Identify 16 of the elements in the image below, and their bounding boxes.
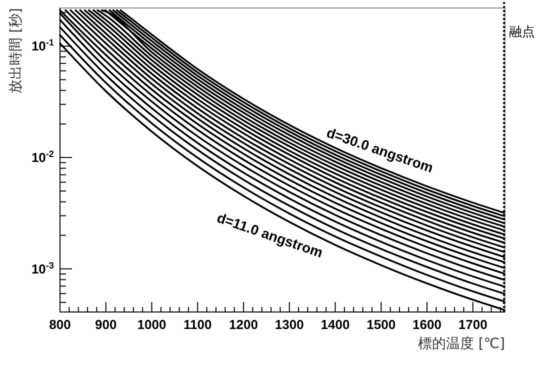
x-axis-title: 標的温度 [℃] <box>418 336 505 352</box>
x-tick-label: 1200 <box>229 317 258 332</box>
x-tick-label: 1100 <box>184 317 212 332</box>
x-tick-label: 1400 <box>320 317 350 332</box>
x-tick-label: 1300 <box>274 317 304 332</box>
x-tick-label: 900 <box>95 317 117 332</box>
y-axis-title: 放出時間 [秒] <box>8 8 24 94</box>
x-tick-label: 1600 <box>412 317 442 332</box>
y-tick-label: 10$^{-1}$ <box>31 38 54 54</box>
x-tick-label: 800 <box>49 317 71 332</box>
y-tick-label: 10$^{-3}$ <box>31 260 54 276</box>
x-tick-label: 1000 <box>137 317 166 332</box>
y-tick-label: 10$^{-2}$ <box>31 149 54 166</box>
x-tick-label: 1500 <box>366 317 396 332</box>
ref-line-label: 融点 <box>509 25 536 40</box>
x-tick-label: 1700 <box>458 317 488 332</box>
